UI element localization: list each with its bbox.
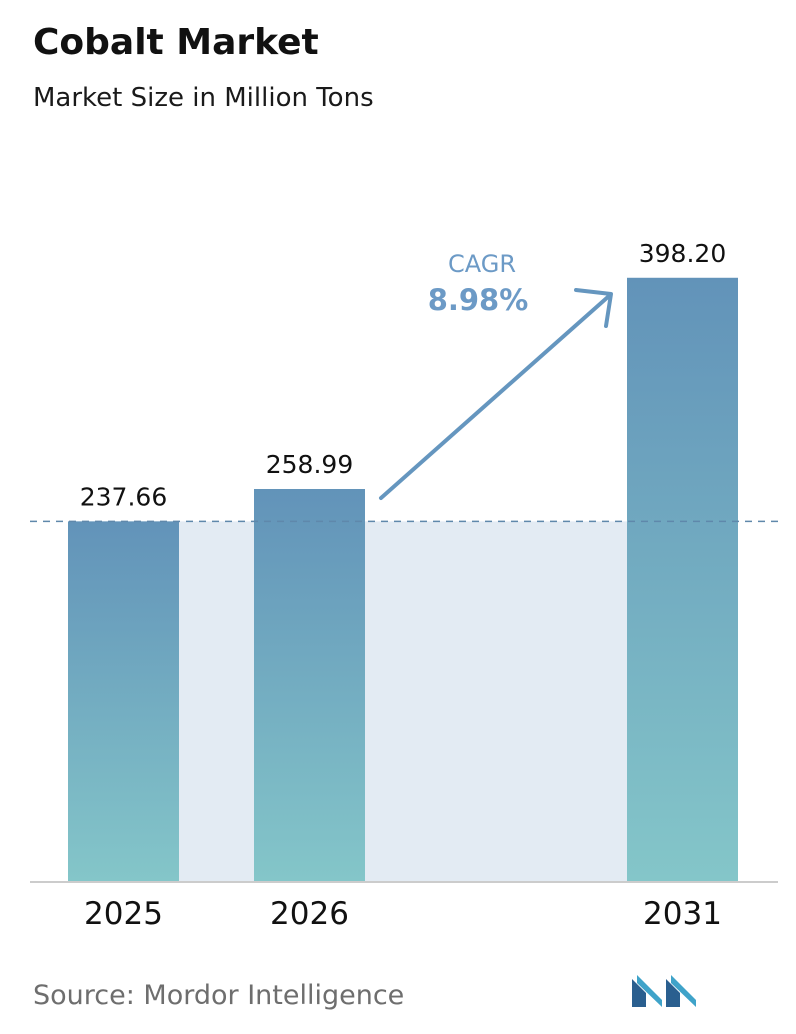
bar-2025 xyxy=(68,521,179,882)
value-label-2025: 237.66 xyxy=(80,482,167,511)
value-label-2026: 258.99 xyxy=(266,450,353,479)
x-tick-label-2026: 2026 xyxy=(270,896,349,932)
chart-title: Cobalt Market xyxy=(33,22,319,63)
chart-subtitle: Market Size in Million Tons xyxy=(33,83,374,113)
bar-2026 xyxy=(254,489,365,882)
x-tick-label-2025: 2025 xyxy=(84,896,163,932)
cagr-value: 8.98% xyxy=(428,283,529,317)
cagr-arrow-icon xyxy=(379,288,613,500)
cagr-label: CAGR xyxy=(448,250,516,278)
x-tick-label-2031: 2031 xyxy=(643,896,722,932)
source-text: Source: Mordor Intelligence xyxy=(33,980,405,1011)
bar-2031 xyxy=(627,277,738,882)
mordor-intelligence-logo xyxy=(632,975,696,1007)
baseline-band xyxy=(68,521,738,882)
value-label-2031: 398.20 xyxy=(639,239,726,268)
